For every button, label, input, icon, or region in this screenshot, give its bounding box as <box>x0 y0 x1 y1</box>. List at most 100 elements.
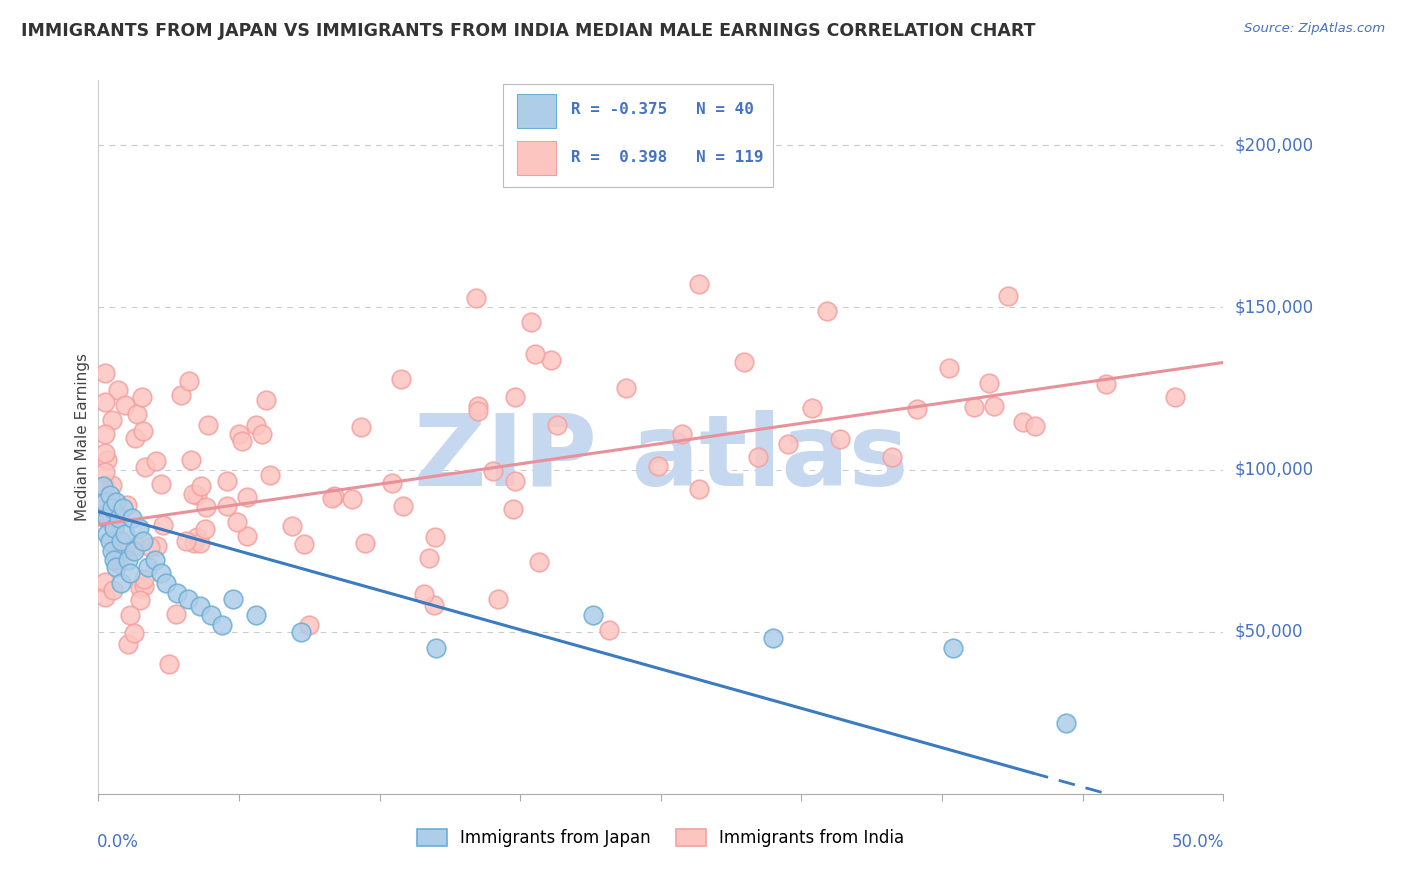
Immigrants from India <box>905 401 928 416</box>
Immigrants from India <box>598 623 620 637</box>
Immigrants from Japan <box>96 527 118 541</box>
Immigrants from India <box>94 366 117 380</box>
Immigrants from India <box>183 535 205 549</box>
Text: 0.0%: 0.0% <box>97 833 139 851</box>
Immigrants from India <box>778 437 800 451</box>
Immigrants from India <box>747 450 769 465</box>
Immigrants from India <box>94 446 117 460</box>
Immigrants from India <box>389 372 412 386</box>
Immigrants from India <box>124 431 146 445</box>
FancyBboxPatch shape <box>517 94 557 128</box>
Immigrants from India <box>801 401 824 415</box>
Immigrants from India <box>120 607 142 622</box>
Immigrants from India <box>1094 377 1116 392</box>
Immigrants from India <box>503 474 526 488</box>
Immigrants from India <box>100 509 122 524</box>
Immigrants from Japan <box>124 543 146 558</box>
Immigrants from India <box>114 398 136 412</box>
Immigrants from India <box>186 488 208 502</box>
Immigrants from India <box>467 404 489 418</box>
Immigrants from India <box>815 304 838 318</box>
Immigrants from India <box>101 478 124 492</box>
Immigrants from India <box>350 420 373 434</box>
Immigrants from India <box>1164 390 1187 404</box>
Immigrants from India <box>977 376 1000 390</box>
Immigrants from Japan <box>114 527 136 541</box>
Immigrants from India <box>94 575 117 590</box>
Immigrants from India <box>104 542 127 557</box>
Immigrants from Japan <box>166 586 188 600</box>
Immigrants from Japan <box>582 608 605 623</box>
Immigrants from India <box>381 476 404 491</box>
Immigrants from India <box>281 519 304 533</box>
Immigrants from India <box>236 490 259 504</box>
Immigrants from India <box>1024 418 1046 433</box>
Text: $100,000: $100,000 <box>1234 460 1313 478</box>
Immigrants from India <box>828 432 851 446</box>
Immigrants from Japan <box>177 592 200 607</box>
Immigrants from India <box>671 426 693 441</box>
Immigrants from India <box>94 465 117 479</box>
Immigrants from Japan <box>425 640 447 655</box>
Immigrants from India <box>134 460 156 475</box>
Immigrants from India <box>423 531 446 545</box>
Immigrants from India <box>298 617 321 632</box>
Immigrants from Japan <box>112 501 135 516</box>
Immigrants from India <box>103 582 125 597</box>
Immigrants from Japan <box>150 566 173 581</box>
Immigrants from India <box>94 590 117 604</box>
Immigrants from Japan <box>118 566 141 581</box>
Immigrants from India <box>418 550 440 565</box>
Immigrants from India <box>962 401 984 415</box>
Immigrants from India <box>226 516 249 530</box>
Immigrants from India <box>228 427 250 442</box>
Immigrants from India <box>179 374 201 388</box>
Immigrants from India <box>1011 415 1033 429</box>
Immigrants from India <box>186 530 208 544</box>
Immigrants from Japan <box>121 511 143 525</box>
Immigrants from India <box>94 511 117 525</box>
FancyBboxPatch shape <box>517 141 557 175</box>
Immigrants from India <box>125 540 148 554</box>
Immigrants from India <box>250 426 273 441</box>
Immigrants from Japan <box>245 608 267 623</box>
Immigrants from India <box>132 425 155 439</box>
Immigrants from India <box>614 381 637 395</box>
Immigrants from Japan <box>143 553 166 567</box>
Immigrants from Japan <box>94 495 117 509</box>
Immigrants from India <box>413 587 436 601</box>
Immigrants from India <box>503 390 526 404</box>
Immigrants from India <box>997 289 1019 303</box>
Immigrants from India <box>482 464 505 478</box>
Text: $200,000: $200,000 <box>1234 136 1313 154</box>
Immigrants from India <box>129 593 152 607</box>
Immigrants from India <box>983 399 1005 413</box>
Immigrants from Japan <box>110 533 132 548</box>
Immigrants from India <box>181 487 204 501</box>
Immigrants from India <box>170 388 193 402</box>
Immigrants from Japan <box>107 511 129 525</box>
Immigrants from India <box>129 581 152 595</box>
Immigrants from India <box>502 502 524 516</box>
Immigrants from Japan <box>105 495 128 509</box>
Immigrants from India <box>125 407 148 421</box>
Text: R = -0.375   N = 40: R = -0.375 N = 40 <box>571 102 754 117</box>
Immigrants from India <box>546 417 568 432</box>
Immigrants from Japan <box>101 543 124 558</box>
Text: $150,000: $150,000 <box>1234 298 1313 317</box>
Immigrants from India <box>94 395 117 409</box>
Immigrants from Japan <box>762 631 785 645</box>
Immigrants from Japan <box>117 553 139 567</box>
Immigrants from India <box>523 347 546 361</box>
Y-axis label: Median Male Earnings: Median Male Earnings <box>75 353 90 521</box>
Immigrants from India <box>94 478 117 492</box>
Immigrants from India <box>292 536 315 550</box>
Immigrants from Japan <box>98 488 121 502</box>
Immigrants from India <box>188 536 211 550</box>
Immigrants from Japan <box>942 640 965 655</box>
Immigrants from Japan <box>1054 715 1077 730</box>
Immigrants from India <box>882 450 904 465</box>
Immigrants from India <box>465 291 488 305</box>
Immigrants from India <box>467 399 489 413</box>
Immigrants from India <box>132 578 155 592</box>
